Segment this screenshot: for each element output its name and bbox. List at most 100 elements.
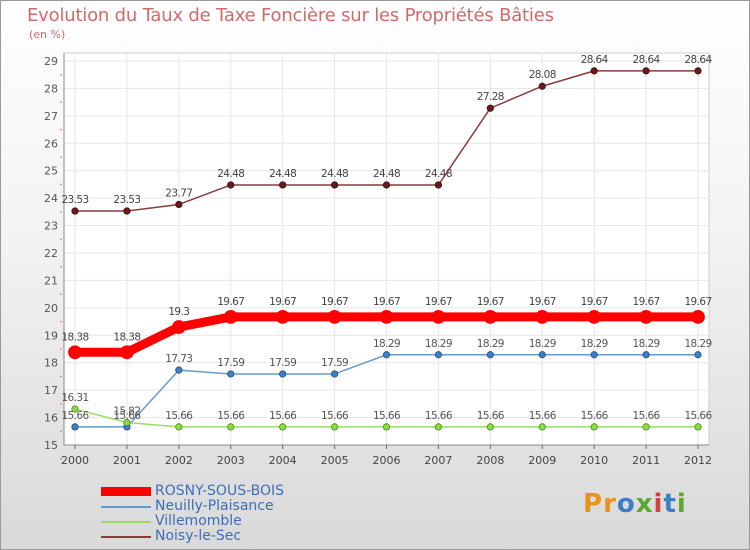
y-tick-label: 16 [44, 412, 58, 425]
data-point-rosny [431, 310, 446, 324]
data-point-rosny [379, 310, 394, 324]
data-point-rosny [691, 310, 705, 324]
x-tick-label: 2005 [321, 454, 349, 467]
y-tick-label: 21 [44, 274, 58, 287]
legend-swatch-neuilly [101, 506, 151, 508]
data-label-neuilly: 17.59 [269, 357, 296, 369]
data-label-neuilly: 15.66 [113, 410, 141, 422]
y-minor-tick [60, 183, 62, 186]
x-tick-label: 2012 [684, 454, 712, 467]
y-tick-label: 24 [44, 192, 58, 205]
data-label-rosny: 18.38 [61, 331, 88, 343]
legend-label-rosny: ROSNY-SOUS-BOIS [155, 483, 285, 499]
logo-letter: r [603, 489, 617, 519]
data-point-noisy [175, 200, 183, 209]
data-label-noisy: 24.48 [217, 168, 244, 180]
logo-letter: P [583, 489, 604, 519]
y-minor-tick [60, 375, 62, 378]
legend-swatch-villemomble [101, 521, 151, 523]
data-point-neuilly [330, 370, 339, 378]
legend-swatch-rosny [101, 487, 151, 496]
y-tick-label: 20 [44, 302, 58, 315]
data-label-noisy: 24.48 [373, 168, 400, 180]
data-point-neuilly [279, 370, 287, 378]
data-point-villemomble [642, 423, 650, 431]
legend-label-noisy: Noisy-le-Sec [155, 528, 242, 544]
y-minor-tick [60, 457, 62, 460]
data-point-villemomble [486, 423, 494, 431]
y-minor-tick [60, 73, 62, 76]
logo-letter: t [663, 489, 677, 519]
y-tick-label: 17 [44, 384, 58, 397]
legend-label-neuilly: Neuilly-Plaisance [155, 498, 274, 514]
y-tick-label: 15 [44, 439, 58, 452]
y-minor-tick [60, 156, 62, 158]
data-point-rosny [587, 310, 602, 324]
x-tick-label: 2004 [269, 454, 297, 467]
data-label-rosny: 19.67 [321, 296, 348, 308]
data-label-noisy: 24.48 [321, 168, 348, 180]
x-tick-label: 2009 [528, 454, 556, 467]
data-label-neuilly: 18.29 [684, 338, 711, 350]
data-label-rosny: 19.67 [373, 296, 400, 308]
logo-letter: i [676, 489, 687, 519]
data-label-neuilly: 15.66 [61, 410, 89, 422]
data-point-villemomble [434, 423, 443, 431]
y-minor-tick [60, 403, 62, 405]
data-point-neuilly [590, 351, 598, 359]
y-minor-tick [60, 293, 62, 295]
data-point-noisy [382, 181, 391, 189]
data-point-noisy [330, 181, 339, 189]
data-point-noisy [538, 82, 546, 90]
data-label-villemomble: 15.66 [269, 410, 297, 422]
data-label-noisy: 23.77 [165, 187, 192, 199]
y-minor-tick [60, 430, 62, 433]
data-point-noisy [123, 207, 131, 215]
data-point-rosny [275, 310, 290, 324]
data-label-villemomble: 15.66 [529, 410, 557, 422]
y-minor-tick [60, 320, 62, 323]
data-label-rosny: 19.67 [529, 296, 556, 308]
data-label-neuilly: 17.59 [217, 357, 244, 369]
chart-title: Evolution du Taux de Taxe Foncière sur l… [27, 5, 554, 26]
data-point-noisy [590, 67, 598, 75]
data-label-villemomble: 15.66 [581, 410, 609, 422]
data-point-villemomble [123, 418, 131, 427]
data-label-rosny: 19.67 [269, 296, 296, 308]
data-point-villemomble [694, 423, 702, 431]
data-label-noisy: 24.48 [269, 168, 296, 180]
data-point-neuilly [227, 370, 235, 378]
data-point-neuilly [538, 351, 546, 359]
data-point-villemomble [330, 423, 339, 431]
data-label-villemomble: 15.66 [477, 410, 505, 422]
x-tick-label: 2007 [424, 454, 452, 467]
y-tick-label: 26 [44, 137, 58, 150]
x-tick-label: 2003 [217, 454, 245, 467]
data-point-noisy [486, 104, 494, 112]
data-label-villemomble: 15.66 [321, 410, 349, 422]
data-point-rosny [223, 310, 238, 324]
logo-letter: o [616, 489, 636, 519]
data-label-villemomble: 16.31 [61, 392, 88, 404]
data-label-villemomble: 15.66 [425, 410, 453, 422]
data-label-villemomble: 15.66 [684, 410, 712, 422]
data-point-neuilly [71, 423, 79, 431]
data-point-rosny [535, 310, 550, 324]
data-point-rosny [68, 345, 82, 360]
data-label-noisy: 24.48 [425, 168, 452, 180]
data-label-villemomble: 15.66 [217, 410, 245, 422]
y-tick-label: 19 [44, 329, 58, 342]
data-point-rosny [327, 310, 342, 324]
proxiti-logo: Proxiti [583, 489, 687, 519]
data-point-villemomble [227, 423, 235, 431]
y-tick-label: 18 [44, 357, 58, 370]
x-tick-label: 2006 [373, 454, 401, 467]
y-tick-label: 27 [44, 110, 58, 123]
data-label-neuilly: 18.29 [425, 338, 452, 350]
data-point-noisy [71, 207, 79, 215]
y-unit-label: (en %) [29, 28, 66, 41]
x-tick-label: 2000 [61, 454, 89, 467]
data-point-rosny [120, 345, 134, 360]
data-label-villemomble: 15.66 [165, 410, 193, 422]
